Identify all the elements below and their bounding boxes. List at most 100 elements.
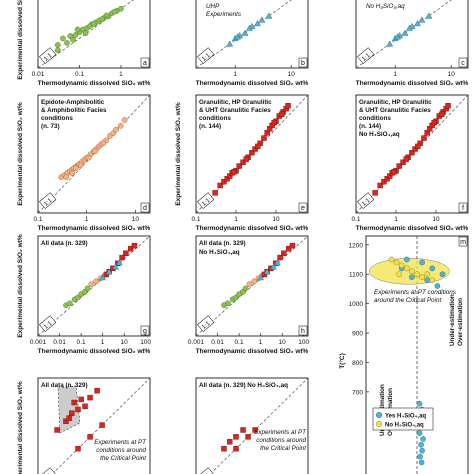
data-point: [54, 427, 60, 433]
one-to-one-line: [195, 0, 292, 69]
panel-letter: c: [461, 60, 465, 67]
annotation: conditions around: [96, 447, 146, 454]
data-point: [77, 162, 84, 169]
data-point: [119, 254, 125, 261]
data-point: [74, 26, 81, 33]
data-point: [285, 245, 292, 252]
x-tick-label: 100: [298, 339, 309, 346]
data-point: [271, 119, 277, 126]
data-point: [388, 256, 395, 263]
plot-frame: [195, 0, 309, 69]
one-to-one-line: [355, 0, 452, 69]
annotation: & UHT Granulitic Facies: [359, 107, 431, 114]
data-point: [254, 19, 261, 27]
x-tick-label: 0.001: [30, 339, 47, 346]
panel-letter: e: [301, 205, 305, 212]
data-point: [418, 442, 424, 448]
panel-f: 1:1 0.1 1 10 Thermodynamic dissolved SiO₂ wt…: [351, 94, 469, 232]
data-point: [60, 35, 66, 42]
x-tick-label: 10: [121, 339, 129, 346]
one-to-one-box: [357, 192, 375, 209]
data-point: [74, 294, 81, 301]
panel-letter-box: [140, 202, 150, 213]
x-tick-label: 0.01: [53, 339, 66, 346]
annotation: UHP: [206, 3, 220, 10]
annotation: & Amphibolitic Facies: [41, 107, 107, 114]
annotation: around the Critical Point: [374, 297, 441, 304]
x-tick-label: 0.01: [211, 339, 224, 346]
data-point: [82, 403, 88, 410]
panel-letter: m: [460, 239, 466, 246]
x-tick-label: 100: [140, 339, 151, 346]
data-point: [93, 278, 99, 285]
data-point: [409, 149, 415, 156]
one-to-one-box: [39, 467, 57, 474]
data-point: [69, 170, 75, 176]
data-point: [409, 268, 415, 275]
x-tick-label: 1: [234, 216, 238, 223]
plot-frame: [37, 235, 151, 337]
x-tick-label: 0.1: [77, 339, 86, 346]
data-point: [240, 159, 246, 165]
data-point: [252, 427, 258, 433]
one-to-one-box: [197, 315, 215, 332]
data-point: [94, 387, 100, 394]
data-point: [398, 262, 405, 269]
data-point: [289, 242, 296, 249]
panel-k: 1:1 All data (n. 329) No H₄SiO₄,aq Experim…: [195, 377, 309, 474]
annotation: & UHT Granulitic Facies: [199, 107, 271, 114]
one-to-one-text: 1:1: [43, 197, 54, 207]
data-point: [429, 277, 436, 283]
data-point: [418, 16, 426, 23]
data-point: [424, 271, 431, 278]
data-point: [217, 182, 223, 189]
data-point: [131, 242, 138, 249]
data-point: [270, 263, 277, 270]
one-to-one-label: 1:1: [357, 192, 375, 209]
data-point: [103, 12, 110, 19]
data-point: [71, 399, 77, 406]
data-point: [414, 271, 420, 278]
plot-frame: [37, 0, 151, 69]
data-point: [72, 32, 79, 38]
data-point: [69, 410, 75, 416]
data-point: [434, 283, 441, 289]
x-tick-label: 1: [259, 339, 263, 346]
one-to-one-box: [357, 47, 375, 64]
data-point: [439, 111, 445, 117]
legend-marker: [376, 412, 383, 419]
data-point: [251, 278, 257, 285]
data-point: [232, 294, 239, 301]
panel-letter-box: [458, 202, 468, 213]
one-to-one-line: [51, 377, 151, 474]
data-point: [233, 446, 239, 452]
data-point: [421, 135, 427, 141]
data-point: [221, 179, 227, 185]
x-tick-label: 10: [448, 71, 456, 78]
data-point: [445, 103, 451, 109]
x-tick-label: 1: [393, 71, 397, 78]
one-to-one-label: 1:1: [197, 192, 215, 209]
data-point: [113, 126, 119, 133]
one-to-one-label: 1:1: [39, 467, 57, 474]
x-axis-label: Thermodynamic dissolved SiO₂ wt%: [38, 348, 151, 355]
panel-letter-box: [458, 236, 468, 247]
annotation: Experiments: [206, 11, 242, 18]
data-point: [261, 135, 267, 141]
panel-letter-box: [298, 57, 308, 68]
data-point: [416, 430, 423, 436]
data-point: [82, 30, 89, 36]
panel-letter-box: [458, 57, 468, 68]
one-to-one-text: 1:1: [361, 52, 372, 62]
data-point: [225, 300, 231, 307]
x-tick-label: 10: [288, 71, 296, 78]
annotation: the Critical Point: [100, 455, 146, 462]
data-point: [419, 447, 425, 454]
data-point: [121, 117, 128, 123]
one-to-one-label: 1:1: [197, 47, 215, 64]
one-to-one-line: [209, 377, 309, 474]
annotation: conditions: [41, 115, 73, 122]
annotation: (n. 144): [199, 123, 221, 130]
x-tick-label: 1: [101, 339, 105, 346]
data-point: [396, 163, 402, 169]
